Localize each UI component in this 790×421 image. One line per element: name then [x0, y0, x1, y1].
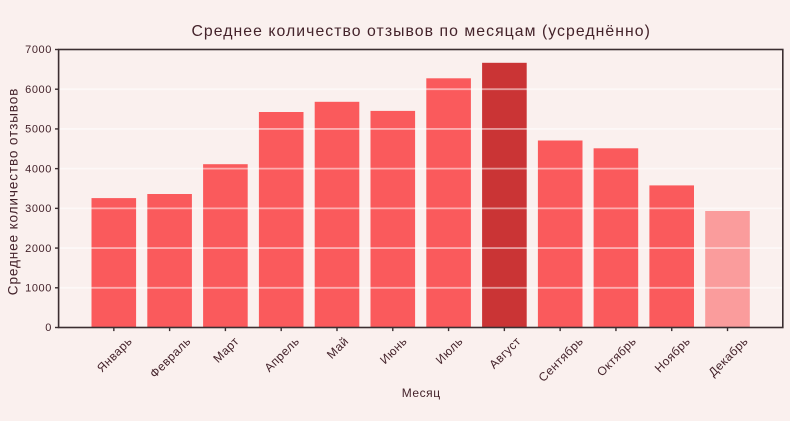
- svg-text:0: 0: [45, 322, 52, 334]
- svg-text:7000: 7000: [25, 44, 52, 56]
- svg-text:4000: 4000: [25, 163, 52, 175]
- svg-text:Среднее количество отзывов: Среднее количество отзывов: [6, 88, 21, 295]
- svg-text:1000: 1000: [25, 282, 52, 294]
- svg-text:Месяц: Месяц: [402, 386, 441, 400]
- svg-text:Среднее количество отзывов по: Среднее количество отзывов по месяцам (у…: [191, 23, 650, 40]
- svg-text:5000: 5000: [25, 124, 52, 136]
- svg-text:2000: 2000: [25, 243, 52, 255]
- svg-text:6000: 6000: [25, 84, 52, 96]
- svg-text:3000: 3000: [25, 203, 52, 215]
